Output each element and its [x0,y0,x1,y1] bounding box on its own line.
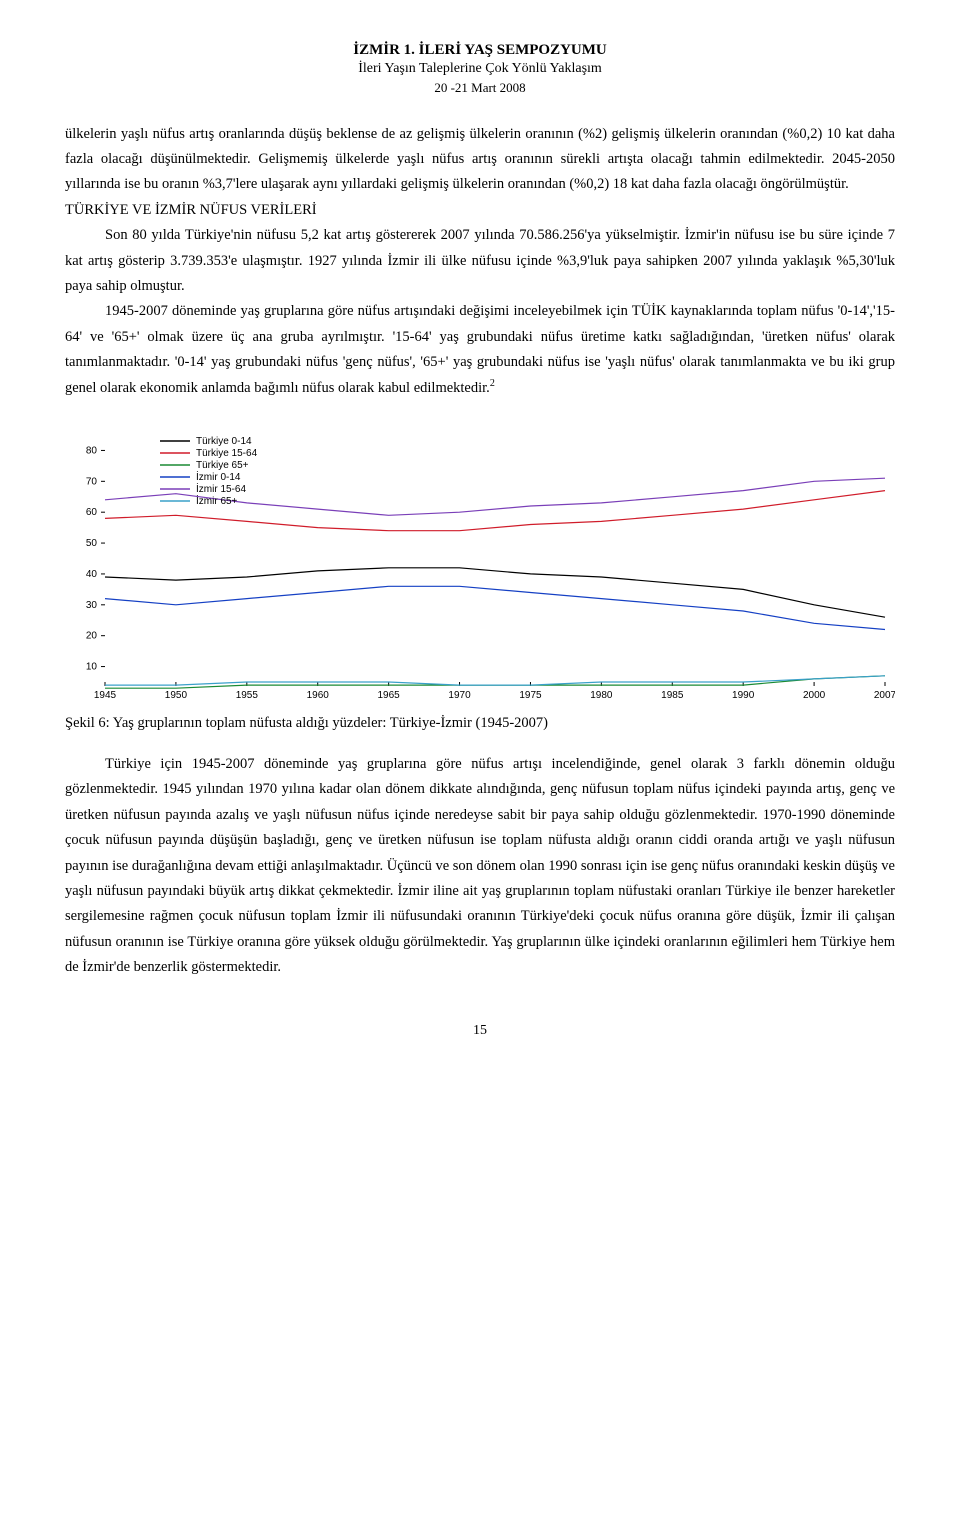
header-title: İZMİR 1. İLERİ YAŞ SEMPOZYUMU [65,40,895,60]
svg-text:İzmir 15-64: İzmir 15-64 [196,482,246,495]
svg-text:2000: 2000 [803,690,826,701]
svg-text:1970: 1970 [448,690,471,701]
paragraph-3-text: 1945-2007 döneminde yaş gruplarına göre … [65,303,895,396]
svg-text:20: 20 [86,630,98,641]
svg-text:2007: 2007 [874,690,895,701]
page-number: 15 [65,1020,895,1042]
header-date: 20 -21 Mart 2008 [65,79,895,97]
svg-text:80: 80 [86,445,98,456]
chart-svg: 10 20 30 40 50 60 70 80 1945 1950 1955 1960 1965 1970… [65,427,895,707]
svg-text:1955: 1955 [236,690,259,701]
footnote-ref: 2 [490,378,495,389]
svg-text:1945: 1945 [94,690,117,701]
svg-text:1960: 1960 [307,690,330,701]
svg-text:1990: 1990 [732,690,755,701]
svg-text:Türkiye 15-64: Türkiye 15-64 [196,448,258,459]
age-groups-chart: 10 20 30 40 50 60 70 80 1945 1950 1955 1960 1965 1970… [65,427,895,707]
svg-text:1975: 1975 [519,690,542,701]
paragraph-4: Türkiye için 1945-2007 döneminde yaş gru… [65,752,895,980]
header-subtitle: İleri Yaşın Taleplerine Çok Yönlü Yaklaş… [65,60,895,79]
svg-text:1950: 1950 [165,690,188,701]
svg-text:1980: 1980 [590,690,613,701]
svg-text:40: 40 [86,569,98,580]
svg-text:1985: 1985 [661,690,684,701]
paragraph-3: 1945-2007 döneminde yaş gruplarına göre … [65,299,895,401]
paragraph-2: Son 80 yılda Türkiye'nin nüfusu 5,2 kat … [65,223,895,299]
svg-text:İzmir 65+: İzmir 65+ [196,494,238,507]
svg-text:1965: 1965 [378,690,401,701]
paragraph-1: ülkelerin yaşlı nüfus artış oranlarında … [65,122,895,198]
svg-text:İzmir 0-14: İzmir 0-14 [196,470,241,483]
svg-text:50: 50 [86,538,98,549]
svg-text:30: 30 [86,599,98,610]
svg-text:Türkiye 0-14: Türkiye 0-14 [196,436,252,447]
page-header: İZMİR 1. İLERİ YAŞ SEMPOZYUMU İleri Yaşı… [65,40,895,97]
section-title: TÜRKİYE VE İZMİR NÜFUS VERİLERİ [65,198,895,223]
svg-text:10: 10 [86,661,98,672]
figure-caption: Şekil 6: Yaş gruplarının toplam nüfusta … [65,712,895,734]
svg-text:70: 70 [86,476,98,487]
svg-text:60: 60 [86,507,98,518]
svg-text:Türkiye 65+: Türkiye 65+ [196,460,249,471]
